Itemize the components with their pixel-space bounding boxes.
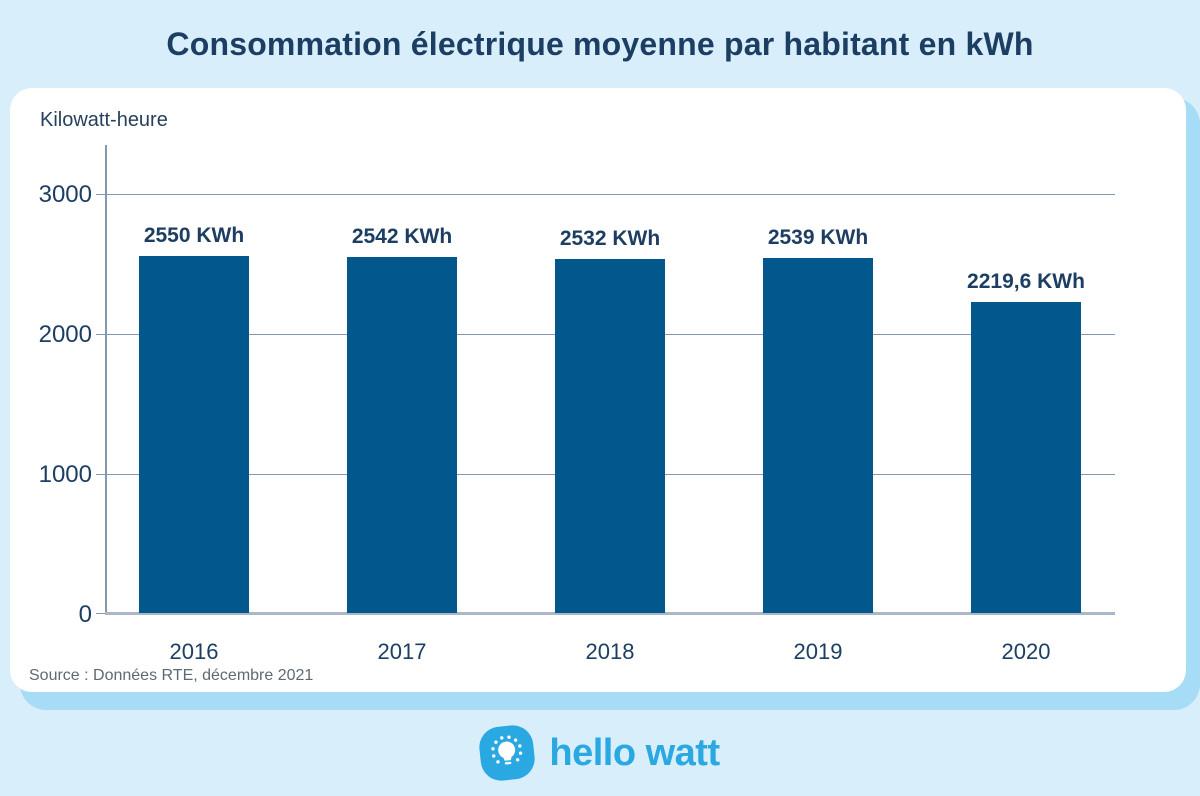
y-axis-line (105, 145, 107, 615)
x-tick-label-2020: 2020 (1001, 639, 1051, 664)
logo-wordmark: hello watt (549, 731, 720, 774)
bar-2018 (555, 258, 665, 613)
lightbulb-icon (477, 723, 538, 783)
title-band: Consommation électrique moyenne par habi… (0, 0, 1200, 88)
x-axis-baseline (105, 612, 1115, 615)
bar-2019 (763, 257, 873, 613)
x-tick-label-2019: 2019 (793, 639, 843, 664)
bar-value-label-2016: 2550 KWh (143, 224, 245, 247)
y-tick-mark-1000 (96, 474, 105, 475)
plot-area: 0 1000 2000 3000 2550 KWh 2016 2542 KWh 2017 253… (39, 145, 1115, 664)
footer: hello watt (0, 710, 1200, 796)
y-tick-label-0: 0 (78, 601, 92, 628)
bar-value-label-2019: 2539 KWh (767, 225, 869, 249)
chart-card: Kilowatt-heure 0 1000 2000 3000 2550 KWh 2016… (10, 88, 1186, 692)
x-tick-label-2017: 2017 (377, 639, 427, 664)
bar-2017 (347, 257, 457, 613)
y-axis-title: Kilowatt-heure (40, 109, 168, 131)
y-tick-label-1000: 1000 (38, 461, 92, 488)
y-tick-mark-0 (96, 613, 105, 614)
x-tick-label-2018: 2018 (585, 639, 635, 664)
y-tick-mark-2000 (96, 334, 105, 335)
bar-value-label-2017: 2542 KWh (351, 225, 453, 249)
y-tick-label-3000: 3000 (38, 181, 92, 208)
y-tick-label-2000: 2000 (38, 321, 92, 348)
bar-2020 (971, 302, 1081, 613)
bar-value-label-2018: 2532 KWh (559, 226, 661, 250)
page-title: Consommation électrique moyenne par habi… (166, 25, 1034, 62)
x-tick-label-2016: 2016 (169, 639, 219, 664)
bar-2016 (139, 256, 249, 613)
bar-value-label-2020: 2219,6 KWh (967, 270, 1085, 294)
gridline-3000 (105, 194, 1115, 195)
y-tick-mark-3000 (96, 194, 105, 195)
source-note: Source : Données RTE, décembre 2021 (29, 667, 314, 684)
